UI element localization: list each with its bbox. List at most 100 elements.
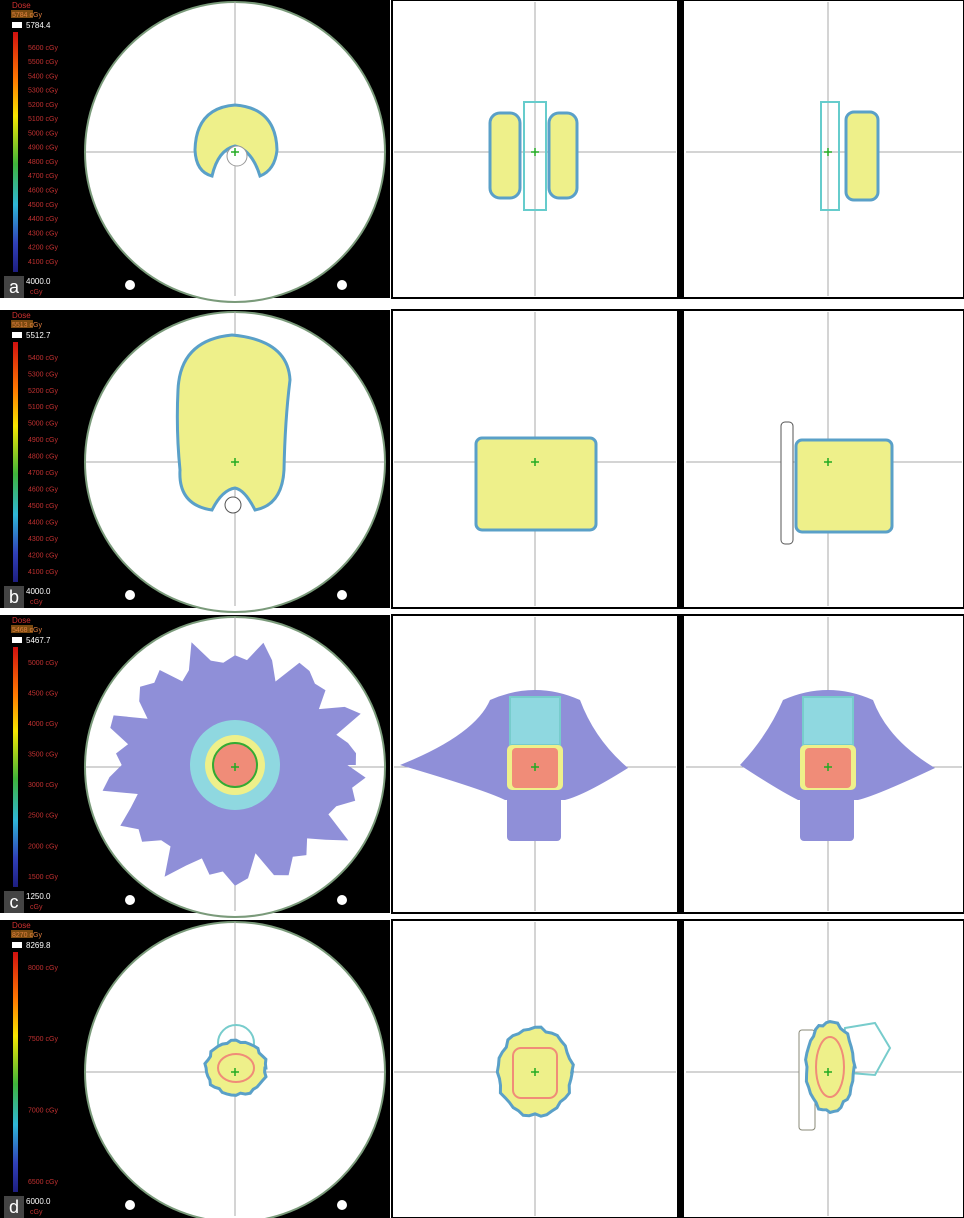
legend-level: 5600 cGy xyxy=(28,45,58,52)
color-bar xyxy=(13,342,18,582)
legend-max: 8269.8 xyxy=(26,941,51,950)
legend-min: 4000.0 xyxy=(26,277,51,286)
structure xyxy=(820,101,840,211)
legend-level: 4400 cGy xyxy=(28,216,58,223)
dose-region xyxy=(203,1038,268,1097)
panel-label-bg xyxy=(4,586,24,608)
legend-level: 5400 cGy xyxy=(28,73,58,80)
structure xyxy=(523,101,547,211)
legend-level: 4700 cGy xyxy=(28,470,58,477)
panel-label-bg xyxy=(4,1196,24,1218)
legend-max: 5784.4 xyxy=(26,21,51,30)
panel-label: d xyxy=(9,1197,19,1217)
legend-level: 4400 cGy xyxy=(28,519,58,526)
legend-box xyxy=(11,320,33,328)
dose-region xyxy=(507,796,561,841)
legend-level: 3500 cGy xyxy=(28,752,58,759)
legend-min-unit: cGy xyxy=(30,599,43,606)
legend-level: 4300 cGy xyxy=(28,536,58,543)
marker-dot xyxy=(125,280,135,290)
legend-level: 4200 cGy xyxy=(28,552,58,559)
legend-title: Dose xyxy=(12,311,31,320)
legend-level: 5100 cGy xyxy=(28,404,58,411)
legend-box xyxy=(11,930,33,938)
legend-level: 5300 cGy xyxy=(28,371,58,378)
marker-dot xyxy=(125,590,135,600)
legend-level: 5000 cGy xyxy=(28,130,58,137)
legend-level: 4900 cGy xyxy=(28,437,58,444)
separator xyxy=(678,310,684,608)
legend-level: 4800 cGy xyxy=(28,454,58,461)
legend-max-marker xyxy=(12,637,22,643)
marker-dot xyxy=(337,590,347,600)
dose-region xyxy=(802,696,854,746)
legend-level: 6500 cGy xyxy=(28,1179,58,1186)
separator xyxy=(678,0,684,298)
legend-max-marker xyxy=(12,332,22,338)
legend-title: Dose xyxy=(12,1,31,10)
legend-level: 4000 cGy xyxy=(28,721,58,728)
legend-level: 4900 cGy xyxy=(28,145,58,152)
legend-level: 4500 cGy xyxy=(28,202,58,209)
legend-max: 5467.7 xyxy=(26,636,51,645)
marker-dot xyxy=(125,895,135,905)
legend-unit-box: 5784 cGy xyxy=(12,12,42,19)
dose-region xyxy=(474,436,598,532)
legend-level: 5200 cGy xyxy=(28,102,58,109)
legend-level: 4200 cGy xyxy=(28,245,58,252)
dose-region xyxy=(175,333,292,512)
panel-label: a xyxy=(9,277,20,297)
legend-unit-box: 5513 cGy xyxy=(12,322,42,329)
dose-region xyxy=(804,1020,857,1115)
panel-label: c xyxy=(10,892,19,912)
legend-max: 5512.7 xyxy=(26,331,51,340)
legend-level: 8000 cGy xyxy=(28,965,58,972)
legend-min: 6000.0 xyxy=(26,1197,51,1206)
legend-level: 4100 cGy xyxy=(28,569,58,576)
legend-level: 5100 cGy xyxy=(28,116,58,123)
legend-level: 5500 cGy xyxy=(28,59,58,66)
dose-region xyxy=(815,1036,845,1098)
legend-level: 2000 cGy xyxy=(28,843,58,850)
legend-level: 1500 cGy xyxy=(28,874,58,881)
legend-level: 7500 cGy xyxy=(28,1036,58,1043)
legend-max-marker xyxy=(12,22,22,28)
legend-level: 4100 cGy xyxy=(28,259,58,266)
panel-label: b xyxy=(9,587,19,607)
marker-dot xyxy=(337,1200,347,1210)
legend-level: 4600 cGy xyxy=(28,188,58,195)
dose-region xyxy=(217,1053,255,1083)
dose-region xyxy=(488,111,522,200)
legend-level: 4600 cGy xyxy=(28,487,58,494)
separator xyxy=(678,920,684,1218)
legend-level: 4500 cGy xyxy=(28,690,58,697)
legend-unit-box: 5468 cGy xyxy=(12,627,42,634)
dose-region xyxy=(800,796,854,841)
dose-region xyxy=(547,111,579,200)
dose-region xyxy=(193,103,279,178)
legend-level: 4300 cGy xyxy=(28,230,58,237)
legend-box xyxy=(11,625,33,633)
legend-min-unit: cGy xyxy=(30,1209,43,1216)
legend-level: 5400 cGy xyxy=(28,355,58,362)
structure xyxy=(226,145,248,167)
legend-level: 4700 cGy xyxy=(28,173,58,180)
legend-min: 4000.0 xyxy=(26,587,51,596)
dose-region xyxy=(509,696,561,746)
legend-level: 4800 cGy xyxy=(28,159,58,166)
legend-level: 5200 cGy xyxy=(28,388,58,395)
color-bar xyxy=(13,952,18,1192)
legend-level: 4500 cGy xyxy=(28,503,58,510)
legend-unit-box: 8270 cGy xyxy=(12,932,42,939)
legend-min: 1250.0 xyxy=(26,892,51,901)
separator xyxy=(678,615,684,913)
legend-level: 7000 cGy xyxy=(28,1108,58,1115)
legend-box xyxy=(11,10,33,18)
structure xyxy=(780,421,794,545)
dose-region xyxy=(794,438,894,534)
structure xyxy=(224,496,242,514)
legend-min-unit: cGy xyxy=(30,904,43,911)
legend-level: 5000 cGy xyxy=(28,421,58,428)
legend-title: Dose xyxy=(12,616,31,625)
